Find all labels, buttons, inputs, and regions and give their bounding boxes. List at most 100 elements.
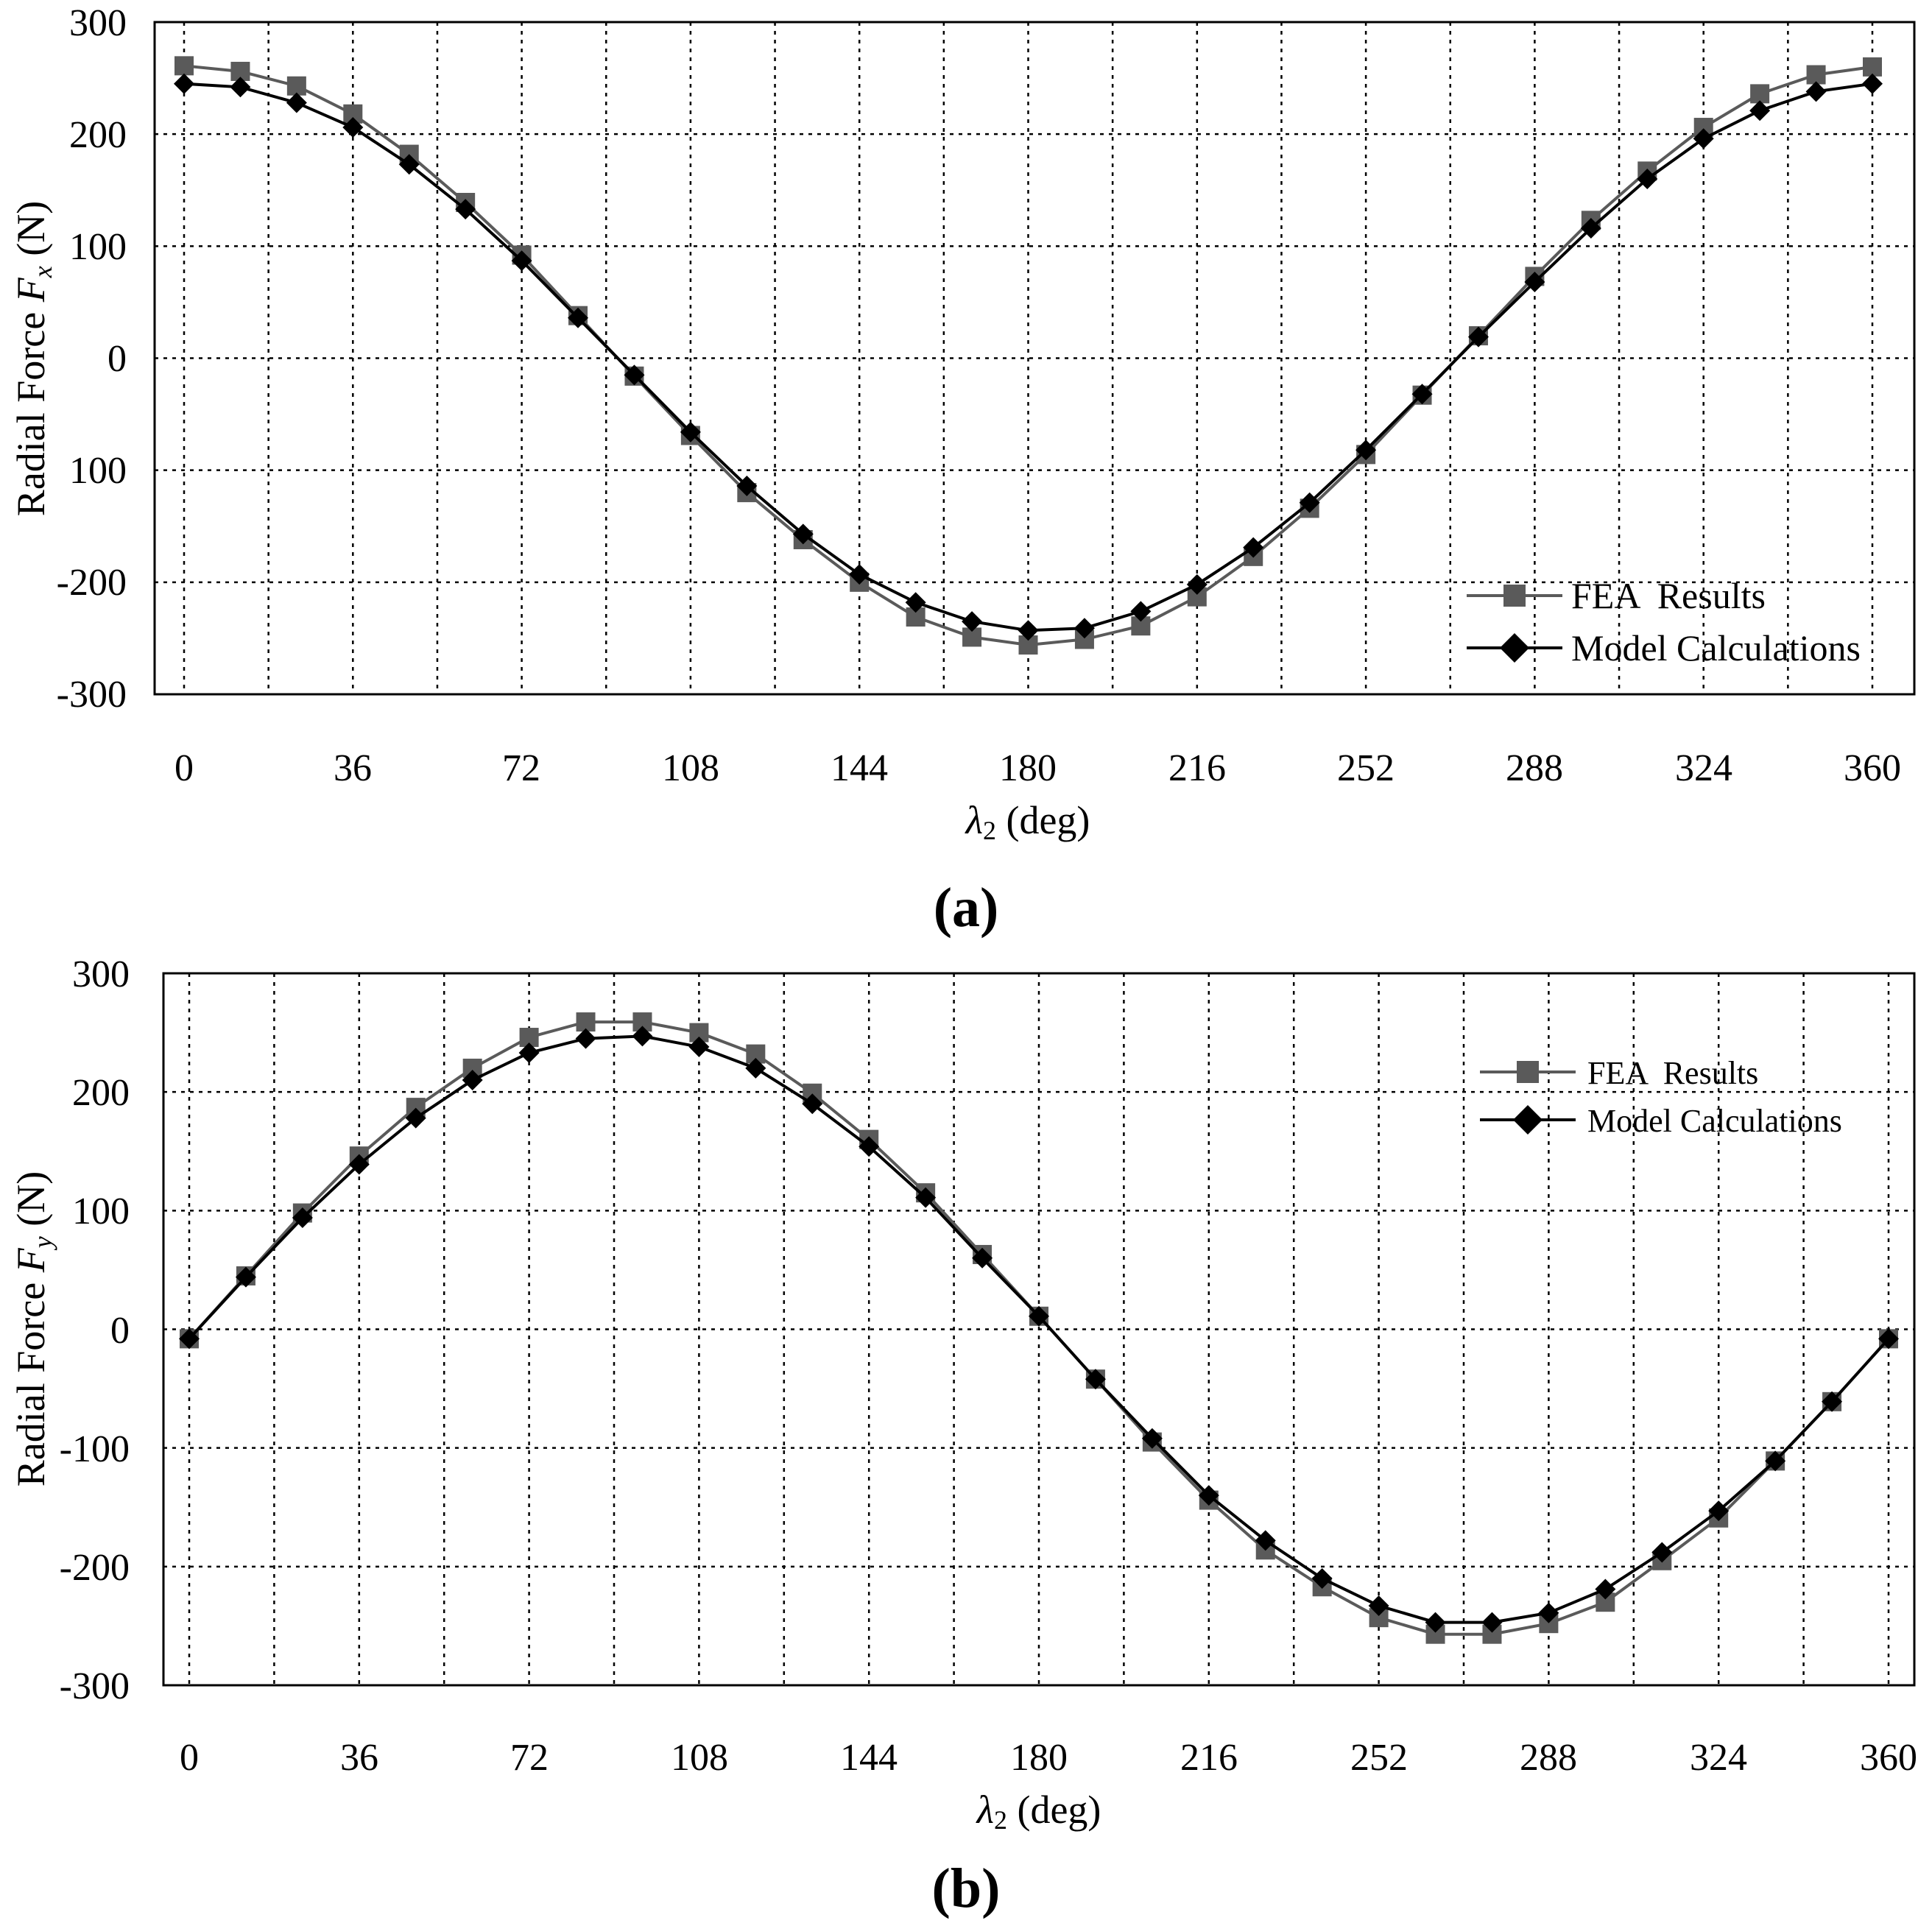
y-tick-label: -200 bbox=[57, 562, 127, 604]
y-tick-labels-b: 300 200 100 0 -100 -200 -300 bbox=[60, 953, 130, 1707]
plot-frame-b bbox=[162, 972, 1916, 1687]
model-point bbox=[1595, 1578, 1616, 1600]
x-tick-label: 288 bbox=[1506, 747, 1563, 789]
y-axis-label-b: Radial Force Fy (N) bbox=[9, 1171, 57, 1486]
model-point bbox=[1862, 73, 1883, 94]
y-tick-label: 200 bbox=[72, 1072, 130, 1114]
x-tick-label: 216 bbox=[1168, 747, 1226, 789]
y-tick-label: 0 bbox=[107, 338, 127, 380]
legend-a: FEA Results Model Calculations bbox=[1467, 575, 1861, 669]
legend-marker-diamond bbox=[1513, 1105, 1543, 1135]
model-point bbox=[1481, 1612, 1503, 1633]
fea-point bbox=[1806, 65, 1826, 85]
model-point bbox=[230, 77, 251, 98]
x-tick-label: 360 bbox=[1860, 1737, 1917, 1779]
y-tick-label: -300 bbox=[60, 1665, 130, 1707]
model-point bbox=[179, 1328, 200, 1350]
model-point bbox=[680, 421, 701, 442]
fea-point bbox=[1863, 57, 1882, 77]
model-point bbox=[972, 1247, 993, 1269]
model-point bbox=[1651, 1542, 1673, 1563]
y-tick-label: 300 bbox=[69, 2, 127, 44]
horizontal-gridlines-b bbox=[163, 1090, 1914, 1568]
model-point bbox=[575, 1028, 596, 1049]
model-point bbox=[1749, 100, 1771, 121]
fea-point bbox=[1750, 84, 1770, 104]
panel-caption-a: (a) bbox=[934, 877, 999, 939]
model-point bbox=[455, 199, 476, 220]
model-point bbox=[624, 364, 645, 386]
model-point bbox=[1198, 1485, 1219, 1506]
x-tick-label: 216 bbox=[1180, 1737, 1238, 1779]
model-point bbox=[568, 307, 589, 328]
x-tick-label: 0 bbox=[180, 1737, 199, 1779]
model-point bbox=[1580, 217, 1601, 239]
model-point bbox=[511, 250, 532, 272]
model-point bbox=[1018, 620, 1039, 641]
model-point bbox=[292, 1207, 313, 1229]
y-tick-label: 100 bbox=[72, 1190, 130, 1232]
model-point bbox=[1368, 1595, 1389, 1617]
model-point bbox=[1878, 1328, 1899, 1350]
model-point bbox=[518, 1042, 540, 1063]
model-point bbox=[745, 1057, 766, 1079]
series-layer-a bbox=[174, 56, 1883, 655]
model-point bbox=[1425, 1612, 1446, 1633]
chart-panel-b: 300 200 100 0 -100 -200 -300 0 36 72 108… bbox=[9, 953, 1917, 1919]
model-point bbox=[736, 475, 758, 496]
x-tick-label: 108 bbox=[671, 1737, 728, 1779]
model-point bbox=[405, 1107, 426, 1129]
model-point bbox=[1243, 537, 1264, 558]
y-tick-label: 100 bbox=[69, 226, 127, 268]
fea-point bbox=[174, 56, 194, 76]
model-point bbox=[1411, 384, 1433, 405]
model-point bbox=[286, 92, 307, 113]
legend-b: FEA Results Model Calculations bbox=[1480, 1055, 1842, 1139]
model-point bbox=[1029, 1305, 1049, 1327]
x-tick-labels-a: 0 36 72 108 144 180 216 252 288 324 360 bbox=[174, 747, 1901, 789]
series-layer-b bbox=[179, 1012, 1899, 1644]
x-axis-label-b: λ2 (deg) bbox=[976, 1788, 1101, 1835]
x-tick-label: 360 bbox=[1844, 747, 1901, 789]
model-point bbox=[632, 1026, 653, 1047]
legend-marker-diamond bbox=[1500, 633, 1529, 663]
model-point bbox=[1524, 272, 1545, 293]
legend-label-model: Model Calculations bbox=[1587, 1103, 1842, 1139]
model-point bbox=[859, 1136, 880, 1157]
model-point bbox=[1637, 169, 1658, 190]
x-tick-label: 72 bbox=[502, 747, 540, 789]
x-tick-label: 288 bbox=[1520, 1737, 1577, 1779]
series-model-calculations bbox=[179, 1026, 1899, 1633]
model-point bbox=[1708, 1500, 1730, 1522]
x-tick-label: 180 bbox=[999, 747, 1057, 789]
legend-label-fea: FEA Results bbox=[1587, 1055, 1758, 1091]
model-point bbox=[1141, 1428, 1163, 1449]
series-model-calculations bbox=[174, 73, 1883, 641]
legend-label-model: Model Calculations bbox=[1571, 627, 1861, 669]
x-tick-label: 144 bbox=[831, 747, 888, 789]
y-tick-label: -200 bbox=[60, 1547, 130, 1589]
model-point bbox=[915, 1187, 937, 1208]
x-tick-label: 324 bbox=[1675, 747, 1732, 789]
model-point bbox=[1311, 1567, 1333, 1589]
model-point bbox=[849, 564, 870, 585]
y-tick-label: 200 bbox=[69, 114, 127, 156]
x-tick-label: 252 bbox=[1337, 747, 1395, 789]
model-point bbox=[1467, 326, 1489, 348]
x-tick-label: 324 bbox=[1690, 1737, 1747, 1779]
y-tick-label: 300 bbox=[72, 953, 130, 995]
model-point bbox=[1355, 440, 1377, 461]
model-point bbox=[905, 592, 926, 613]
model-point bbox=[462, 1070, 483, 1091]
x-tick-label: 36 bbox=[340, 1737, 378, 1779]
model-point bbox=[688, 1036, 710, 1057]
x-tick-label: 144 bbox=[840, 1737, 898, 1779]
model-point bbox=[802, 1093, 823, 1115]
model-point bbox=[174, 73, 194, 94]
panel-caption-b: (b) bbox=[932, 1858, 1001, 1919]
model-point bbox=[1538, 1602, 1559, 1623]
model-point bbox=[235, 1266, 256, 1288]
model-point bbox=[348, 1154, 370, 1175]
y-axis-label-a: Radial Force Fx (N) bbox=[9, 201, 57, 516]
